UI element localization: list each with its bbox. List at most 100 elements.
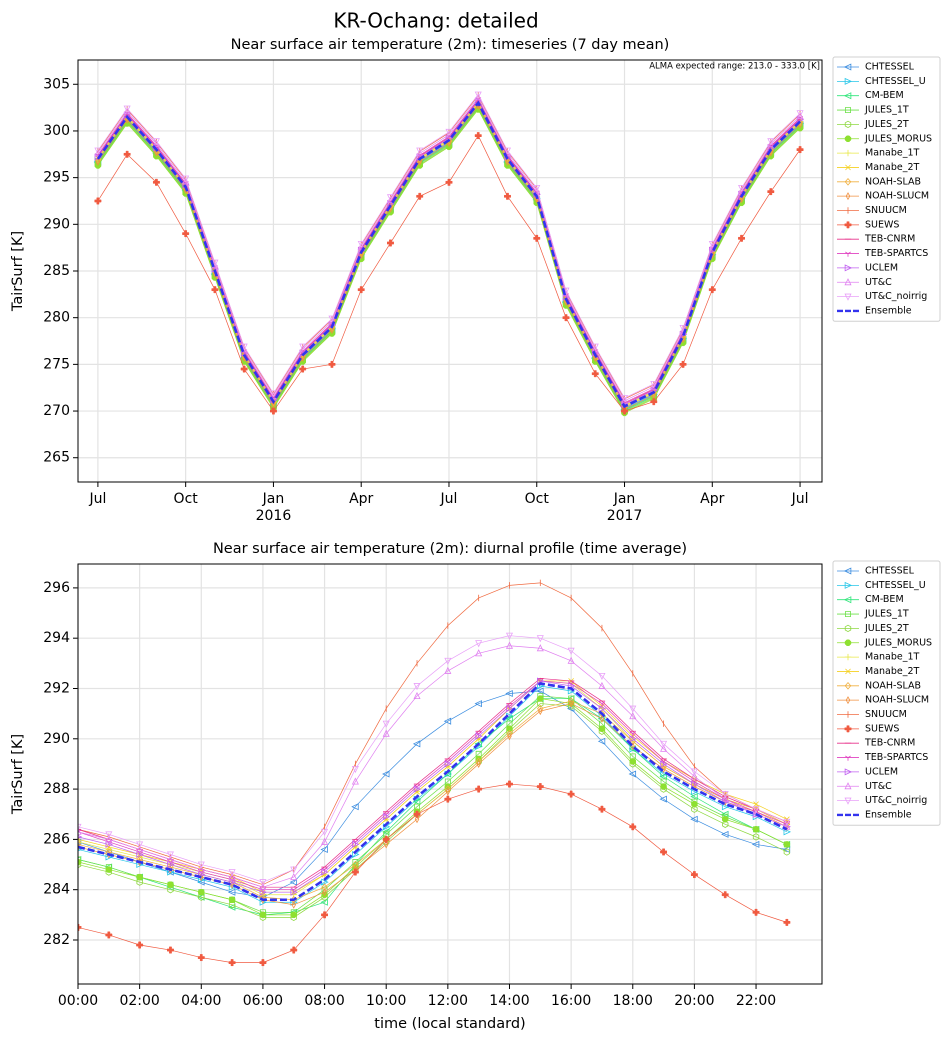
x-tick-label: 18:00: [613, 993, 653, 1009]
marker: [444, 760, 452, 768]
marker: [299, 343, 307, 351]
marker: [845, 611, 851, 618]
marker: [708, 242, 716, 250]
legend-item: NOAH-SLUCM: [837, 191, 929, 202]
legend-label: CHTESSEL: [865, 566, 915, 577]
x-tick-label: 10:00: [366, 993, 406, 1009]
marker: [629, 753, 636, 760]
legend-item: Ensemble: [837, 305, 912, 316]
marker: [844, 77, 853, 85]
marker: [598, 701, 605, 707]
marker: [227, 888, 236, 896]
marker: [537, 704, 544, 713]
y-tick-label: 284: [43, 882, 70, 898]
marker: [533, 184, 541, 193]
marker: [289, 878, 298, 886]
y-tick-label: 265: [43, 450, 70, 466]
marker: [660, 744, 668, 752]
legend-item: Manabe_1T: [837, 148, 920, 159]
plot-frame: [77, 563, 823, 985]
marker: [844, 278, 852, 286]
marker: [796, 146, 804, 154]
marker: [722, 820, 729, 828]
x-axis-label: time (local standard): [374, 1016, 525, 1032]
legend-item: NOAH-SLAB: [837, 176, 921, 187]
legend-label: UT&C: [865, 781, 892, 792]
marker: [321, 868, 329, 876]
x-tick-label: Oct: [174, 491, 199, 507]
marker: [321, 828, 329, 836]
marker: [568, 699, 574, 708]
marker: [269, 390, 277, 398]
legend-label: CHTESSEL: [865, 62, 915, 73]
y-tick-label: 296: [43, 580, 70, 596]
legend-label: TEB-CNRM: [864, 234, 915, 245]
marker: [414, 815, 420, 824]
y-tick-label: 290: [43, 216, 70, 232]
legend-item: NOAH-SLUCM: [837, 695, 929, 706]
marker: [123, 150, 131, 158]
marker: [844, 653, 852, 661]
legend-item: UCLEM: [837, 766, 898, 777]
marker: [475, 640, 483, 648]
marker: [721, 795, 729, 803]
marker: [197, 861, 205, 869]
x-tick-label: 02:00: [119, 993, 159, 1009]
series-line: [78, 645, 787, 888]
marker: [300, 353, 305, 362]
marker: [844, 293, 852, 301]
marker: [690, 772, 698, 780]
legend-label: UT&C_noirrig: [865, 795, 927, 806]
marker: [507, 732, 512, 741]
marker: [845, 164, 851, 171]
marker: [506, 729, 513, 738]
x-tick-year: 2016: [256, 508, 292, 524]
marker: [382, 835, 390, 843]
marker: [845, 668, 851, 675]
marker: [105, 931, 113, 939]
marker: [387, 239, 394, 247]
marker: [229, 880, 235, 889]
marker: [416, 147, 424, 155]
y-tick-label: 294: [43, 630, 70, 646]
marker: [691, 800, 698, 808]
series-line: [78, 682, 788, 902]
marker: [767, 138, 775, 146]
x-tick-label: Jul: [440, 491, 458, 507]
marker: [259, 888, 268, 896]
marker: [845, 696, 851, 705]
marker: [351, 777, 359, 785]
legend-item: JULES_2T: [837, 623, 909, 634]
series-line: [78, 698, 788, 916]
marker: [567, 647, 575, 655]
marker: [445, 130, 453, 138]
marker: [167, 886, 174, 894]
marker: [198, 889, 205, 896]
y-tick-label: 305: [43, 76, 70, 92]
marker: [382, 770, 390, 778]
series-line: [78, 582, 787, 886]
marker: [844, 264, 853, 272]
marker: [259, 911, 267, 919]
marker: [475, 732, 483, 740]
marker: [783, 918, 791, 926]
legend-box: [832, 560, 941, 826]
plot-area: [78, 564, 822, 984]
marker: [382, 729, 390, 737]
marker: [321, 837, 329, 845]
marker: [240, 343, 248, 351]
marker: [844, 624, 852, 633]
marker: [105, 835, 113, 843]
marker: [598, 805, 606, 813]
marker: [105, 831, 113, 839]
legend-label: SUEWS: [865, 723, 899, 734]
subplot-title: Near surface air temperature (2m): times…: [231, 37, 670, 53]
legend-label: UT&C_noirrig: [865, 291, 927, 302]
legend-label: JULES_2T: [864, 623, 909, 634]
legend-item: UT&C: [837, 781, 892, 792]
marker: [136, 845, 144, 853]
marker: [796, 110, 804, 118]
legend-item: SNUUCM: [837, 709, 907, 720]
series-line: [78, 685, 788, 903]
